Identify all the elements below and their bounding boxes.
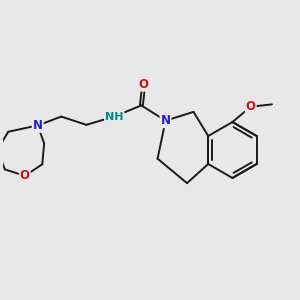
Text: O: O (246, 100, 256, 113)
Text: N: N (33, 119, 43, 132)
Text: NH: NH (105, 112, 124, 122)
Text: N: N (160, 114, 170, 127)
Text: O: O (139, 78, 149, 91)
Text: O: O (20, 169, 30, 182)
